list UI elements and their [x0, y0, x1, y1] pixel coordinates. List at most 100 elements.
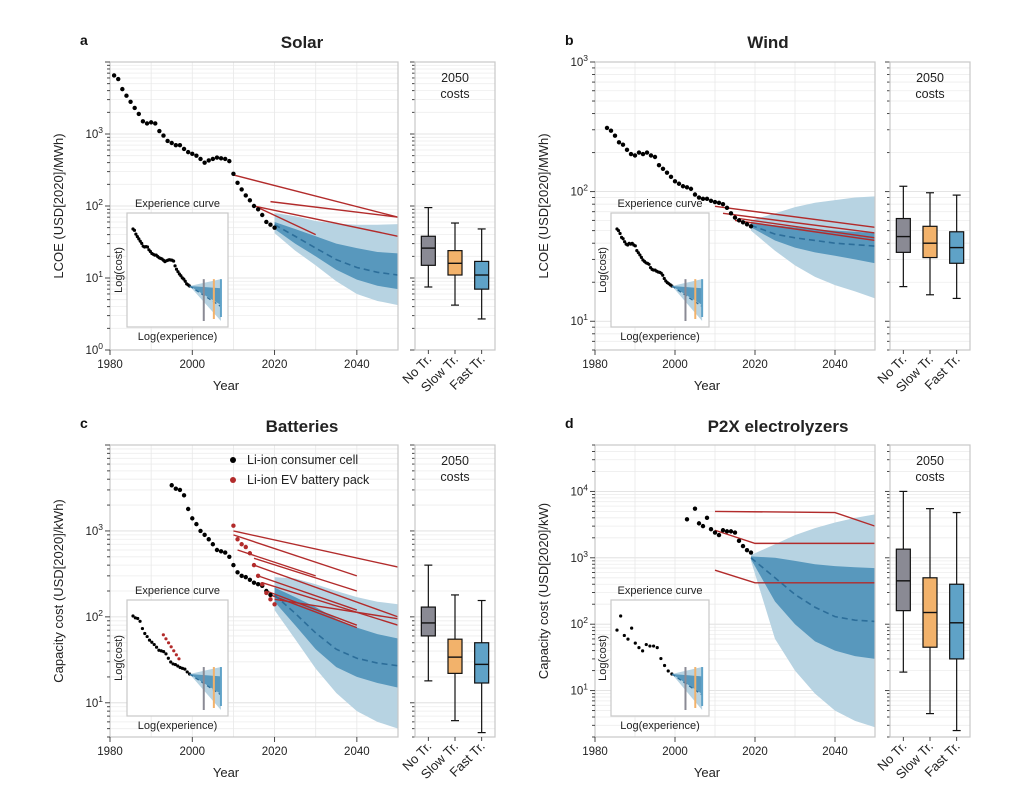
data-point — [255, 207, 261, 212]
inset-point-ev — [161, 633, 165, 637]
data-point — [173, 142, 179, 148]
data-point — [648, 153, 654, 158]
data-point — [732, 215, 738, 220]
panel-title: Solar — [281, 33, 324, 52]
panel-d: 101 102 103 104 1980 2000 2020 2040 Year Capacity… — [536, 415, 971, 782]
data-point — [243, 193, 248, 198]
inset-title: Experience curve — [618, 585, 703, 597]
data-point — [744, 548, 750, 553]
data-point — [604, 125, 610, 131]
data-point — [720, 528, 726, 533]
data-point — [668, 174, 674, 180]
inset-point — [169, 660, 173, 664]
data-point — [664, 170, 670, 175]
data-point — [177, 142, 183, 148]
data-point-ev — [255, 573, 261, 579]
data-point — [608, 128, 614, 133]
projection-line — [257, 206, 317, 236]
data-point — [700, 523, 706, 529]
data-point — [243, 574, 248, 580]
inset-point — [662, 276, 666, 281]
inset-point — [166, 656, 170, 660]
inset-point — [648, 644, 652, 648]
inset-title: Experience curve — [618, 198, 703, 210]
costs-title-line2: costs — [915, 87, 944, 101]
median-line — [274, 594, 399, 667]
data-point — [206, 537, 211, 542]
data-point — [181, 493, 187, 498]
data-point — [640, 151, 646, 157]
inset-experience-curve: Experience curve Log(experience) Log(cost) — [113, 585, 229, 732]
y-tick-label: 101 — [85, 694, 103, 710]
inset-point — [140, 241, 144, 246]
data-point — [194, 153, 199, 158]
inset-point — [636, 251, 640, 255]
inset-point — [626, 637, 630, 641]
costs-title-line1: 2050 — [916, 71, 944, 85]
inset-point — [666, 669, 670, 673]
panel-label: b — [565, 32, 574, 48]
data-point — [210, 542, 216, 547]
inset-point — [618, 231, 622, 236]
x-tick-label: 2000 — [179, 746, 205, 758]
box-body — [895, 548, 911, 612]
box-body — [949, 583, 965, 660]
costs-title-line2: costs — [915, 470, 944, 484]
projection-line — [253, 557, 358, 592]
inset-point — [622, 633, 626, 638]
data-point — [744, 222, 750, 227]
data-point — [169, 140, 174, 146]
data-point-ev — [243, 544, 248, 550]
data-point — [700, 196, 706, 202]
data-point — [227, 554, 232, 560]
box-body — [895, 217, 911, 253]
data-point — [644, 150, 650, 155]
data-point — [736, 538, 742, 544]
x-tick-label: 2040 — [822, 746, 848, 758]
x-axis-label: Year — [694, 378, 721, 393]
x-axis-label: Year — [213, 378, 240, 393]
data-point — [161, 133, 166, 138]
data-point — [231, 562, 236, 568]
data-point — [636, 150, 642, 155]
inset-point — [176, 664, 180, 668]
inset-point — [145, 245, 150, 249]
inset-point — [173, 264, 177, 268]
data-point — [120, 86, 125, 92]
data-point — [272, 225, 277, 230]
data-point — [124, 93, 129, 98]
inset-point — [644, 642, 648, 647]
projection-line — [714, 569, 875, 584]
y-tick-label: 102 — [85, 197, 103, 213]
data-point — [620, 142, 626, 147]
data-point — [239, 573, 244, 579]
x-tick-label: 2020 — [742, 359, 768, 371]
data-point-ev — [260, 581, 265, 587]
data-point — [223, 550, 228, 555]
data-point — [740, 220, 746, 225]
projection-line — [253, 205, 399, 237]
legend-label: Li-ion consumer cell — [247, 453, 358, 467]
data-point-ev — [264, 590, 269, 596]
y-tick-label: 102 — [570, 183, 588, 199]
inset-point — [147, 638, 152, 642]
data-point — [177, 487, 183, 493]
costs-title-line2: costs — [440, 87, 469, 101]
data-point — [748, 224, 754, 229]
box-body — [420, 606, 436, 637]
panel-label: d — [565, 415, 574, 431]
data-point — [157, 128, 162, 134]
data-point — [255, 581, 261, 587]
x-tick-label: 1980 — [97, 359, 123, 371]
data-point — [268, 222, 273, 227]
data-point — [732, 530, 738, 535]
inset-y-label: Log(cost) — [113, 247, 125, 293]
data-point — [680, 184, 686, 189]
data-point — [724, 205, 730, 211]
data-point — [724, 529, 730, 534]
projection-line — [270, 200, 399, 218]
inset-x-label: Log(experience) — [138, 720, 218, 732]
data-point — [652, 154, 658, 160]
inset-point — [633, 244, 637, 248]
